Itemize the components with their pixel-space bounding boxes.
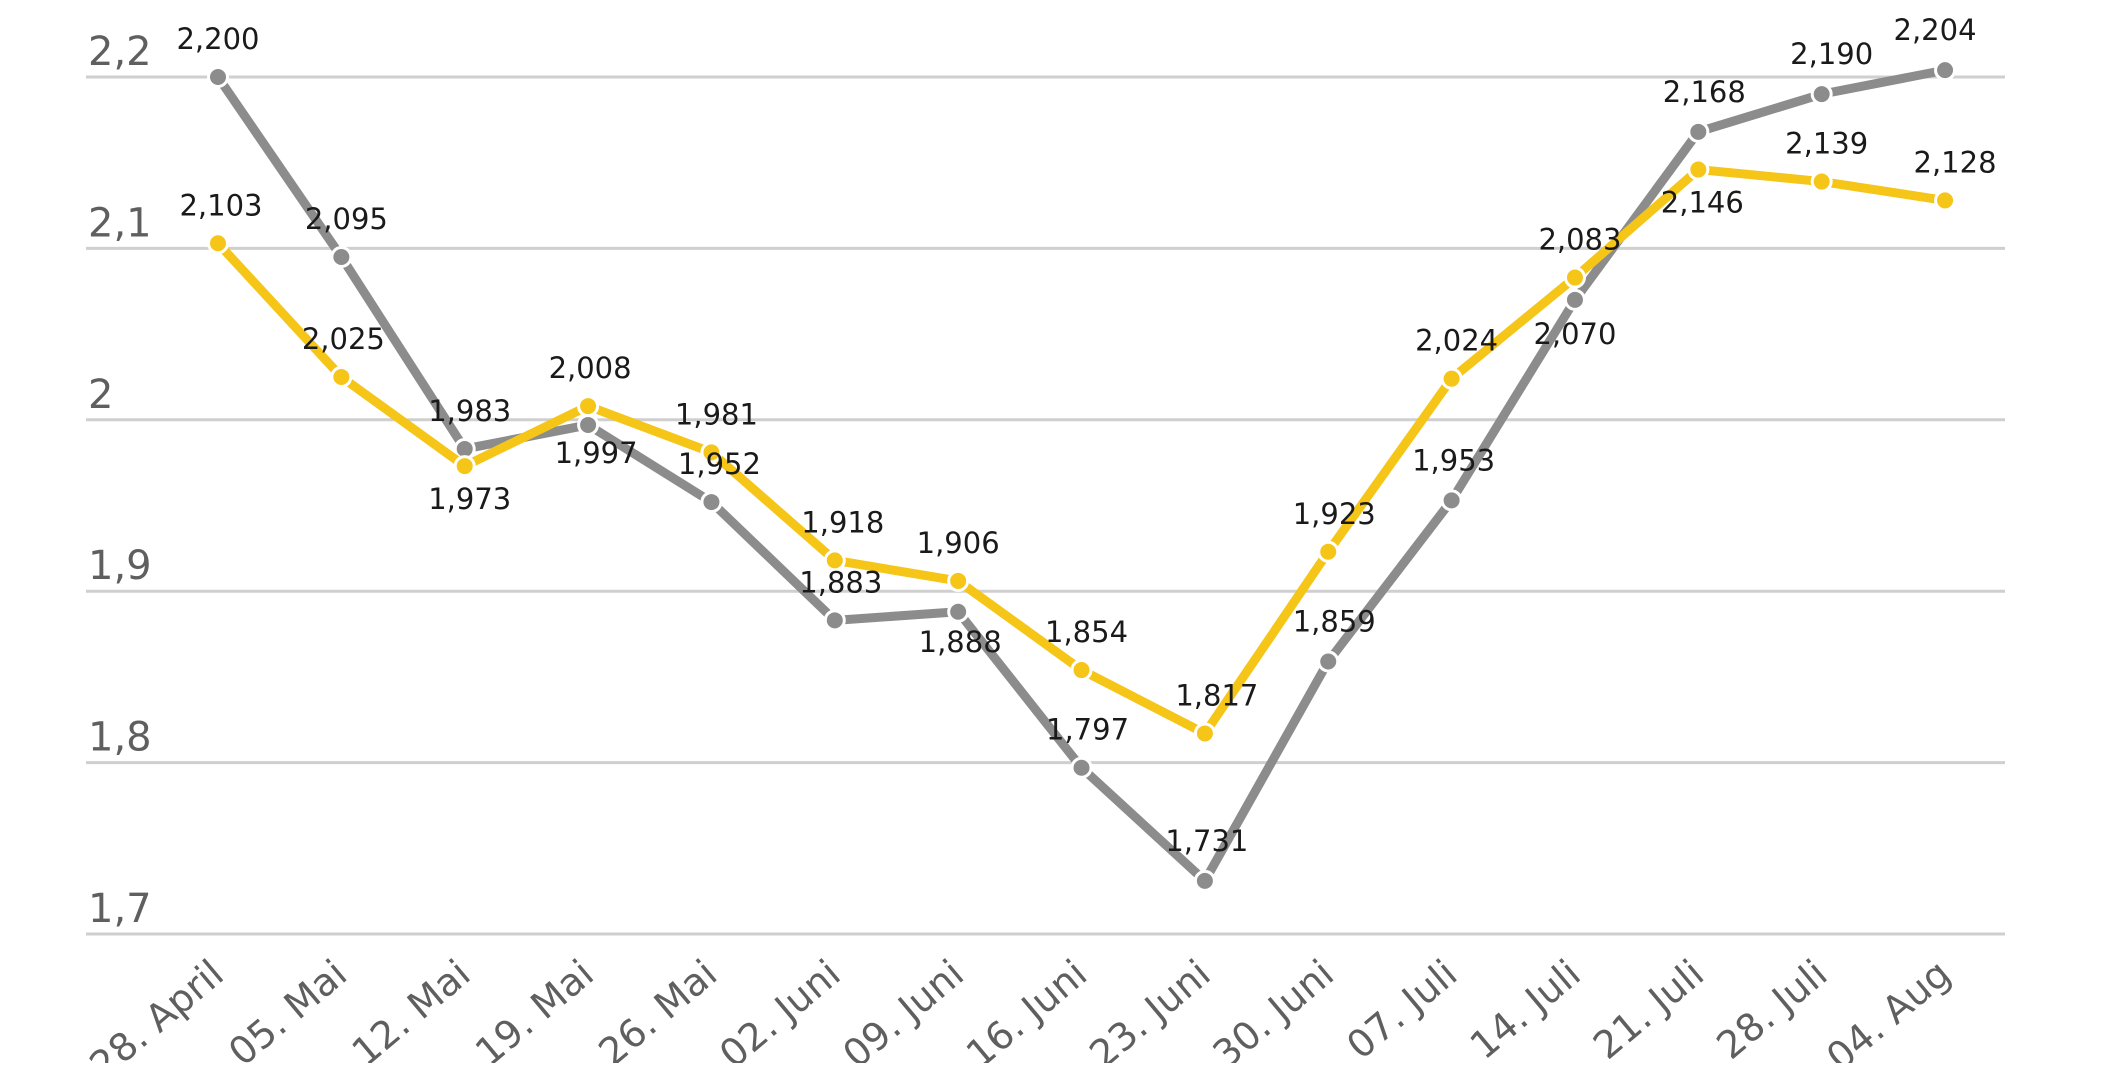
data-label: 1,797 xyxy=(1046,713,1129,747)
data-label: 2,095 xyxy=(305,202,388,236)
data-point xyxy=(1193,869,1216,892)
data-label: 1,854 xyxy=(1045,615,1128,649)
data-point xyxy=(1563,288,1586,311)
x-tick-label: 07. Juli xyxy=(1338,951,1465,1063)
data-point xyxy=(1687,158,1710,181)
data-point xyxy=(453,455,476,478)
y-axis-ticks: 2,2 2,1 2 1,9 1,8 1,7 xyxy=(88,29,152,932)
x-tick-label: 05. Mai xyxy=(220,951,355,1063)
data-label: 1,952 xyxy=(678,447,761,481)
x-tick-label: 28. April xyxy=(81,951,231,1063)
data-point xyxy=(823,609,846,632)
data-point xyxy=(1563,266,1586,289)
x-tick-label: 09. Juni xyxy=(835,951,972,1063)
x-tick-label: 04. Aug xyxy=(1818,951,1959,1063)
data-point xyxy=(1810,83,1833,106)
data-point xyxy=(330,245,353,268)
series-lines xyxy=(207,59,1957,892)
data-point xyxy=(947,569,970,592)
data-label: 1,883 xyxy=(799,565,882,599)
data-point xyxy=(330,365,353,388)
data-point xyxy=(1810,170,1833,193)
data-label: 1,953 xyxy=(1412,443,1495,477)
data-label: 1,859 xyxy=(1293,604,1376,638)
x-tick-label: 02. Juni xyxy=(711,951,848,1063)
x-tick-label: 21. Juli xyxy=(1585,951,1712,1063)
data-label: 2,200 xyxy=(176,22,259,56)
data-label: 2,025 xyxy=(302,322,385,356)
data-point xyxy=(700,491,723,514)
y-tick-label: 2 xyxy=(88,372,113,418)
data-label: 1,888 xyxy=(919,625,1002,659)
data-label: 1,997 xyxy=(555,436,638,470)
data-label: 1,973 xyxy=(428,482,511,516)
x-tick-label: 28. Juli xyxy=(1708,951,1835,1063)
y-tick-label: 2,2 xyxy=(88,29,152,75)
data-label: 2,128 xyxy=(1914,145,1997,179)
data-point xyxy=(700,441,723,464)
data-point xyxy=(1440,367,1463,390)
data-point xyxy=(823,549,846,572)
data-label: 1,983 xyxy=(428,394,511,428)
data-point xyxy=(577,395,600,418)
data-point xyxy=(1193,722,1216,745)
data-point xyxy=(1687,120,1710,143)
data-label: 2,083 xyxy=(1538,223,1621,257)
y-tick-label: 1,7 xyxy=(88,886,152,932)
data-label: 1,981 xyxy=(675,397,758,431)
data-label: 2,024 xyxy=(1415,324,1498,358)
y-tick-label: 2,1 xyxy=(88,200,152,246)
data-label: 2,008 xyxy=(549,351,632,385)
data-point xyxy=(947,600,970,623)
data-label: 2,103 xyxy=(179,188,262,222)
x-tick-label: 23. Juni xyxy=(1081,951,1218,1063)
data-point xyxy=(1070,756,1093,779)
x-tick-label: 19. Mai xyxy=(467,951,602,1063)
data-label: 2,204 xyxy=(1894,13,1977,47)
data-point xyxy=(1934,59,1957,82)
data-point xyxy=(1317,540,1340,563)
x-tick-label: 26. Mai xyxy=(590,951,725,1063)
data-label: 1,906 xyxy=(917,526,1000,560)
data-label: 2,139 xyxy=(1785,127,1868,161)
x-tick-label: 30. Juni xyxy=(1205,951,1342,1063)
data-point xyxy=(577,413,600,436)
data-label: 1,731 xyxy=(1165,824,1248,858)
data-point xyxy=(1317,650,1340,673)
data-point xyxy=(1070,659,1093,682)
data-label: 2,070 xyxy=(1533,317,1616,351)
data-point xyxy=(207,66,229,88)
data-labels: 2,200 2,095 1,983 1,997 1,952 1,883 1,888 1,797… xyxy=(176,13,1996,858)
data-label: 1,923 xyxy=(1293,497,1376,531)
y-tick-label: 1,8 xyxy=(88,715,152,761)
x-tick-label: 16. Juni xyxy=(958,951,1095,1063)
data-label: 2,168 xyxy=(1663,75,1746,109)
data-label: 2,190 xyxy=(1790,37,1873,71)
data-label: 2,146 xyxy=(1661,186,1744,220)
data-label: 1,817 xyxy=(1175,678,1258,712)
x-tick-label: 14. Juli xyxy=(1462,951,1589,1063)
data-point xyxy=(1934,189,1957,212)
data-point xyxy=(207,232,229,255)
x-tick-label: 12. Mai xyxy=(344,951,479,1063)
data-point xyxy=(1440,489,1463,512)
data-label: 1,918 xyxy=(801,505,884,539)
y-tick-label: 1,9 xyxy=(88,543,152,589)
